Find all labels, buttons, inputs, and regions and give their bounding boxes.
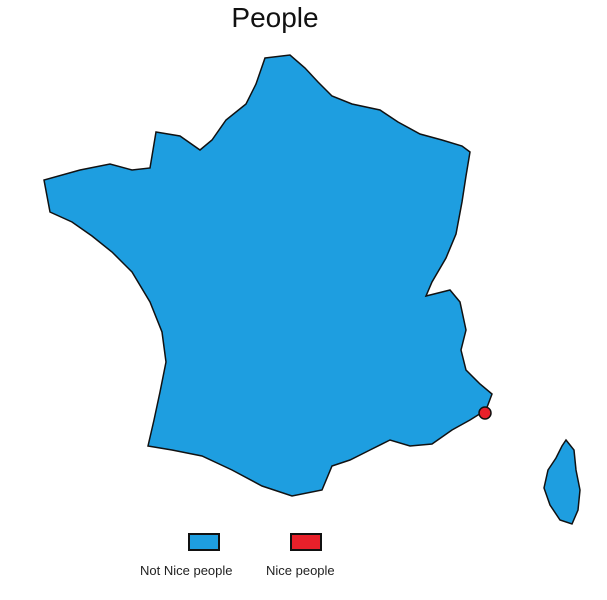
legend-label-nice: Nice people — [266, 563, 335, 578]
legend-swatch-not-nice — [188, 533, 220, 551]
legend-swatch-nice — [290, 533, 322, 551]
legend-label-not-nice: Not Nice people — [140, 563, 233, 578]
map-title: People — [231, 2, 319, 33]
france-mainland — [43, 54, 493, 497]
nice-marker — [478, 406, 492, 420]
corsica — [543, 438, 581, 525]
